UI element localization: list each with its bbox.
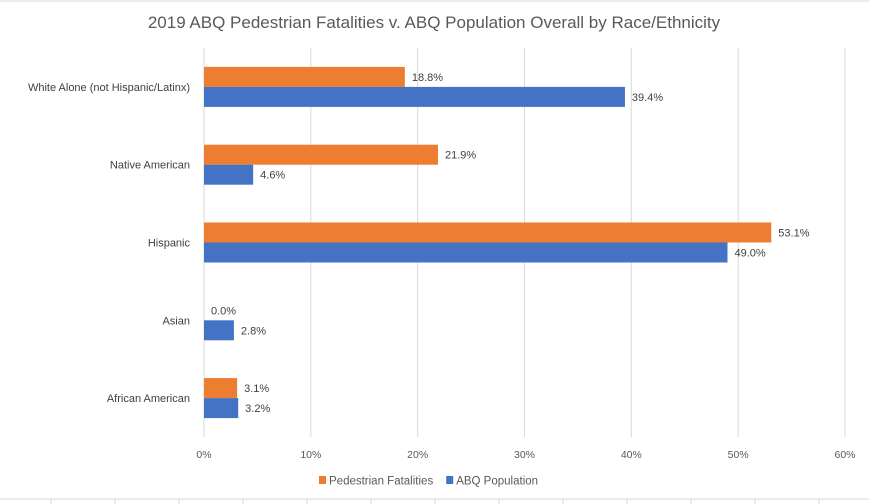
category-label: Hispanic [148,238,191,250]
data-label: 4.6% [260,170,285,182]
x-tick-label: 0% [196,449,211,461]
x-tick-label: 20% [407,449,428,461]
bar-population [204,242,728,263]
x-tick-label: 50% [728,449,749,461]
x-tick-label: 40% [621,449,642,461]
bar-fatalities [204,222,772,243]
data-label: 2.8% [241,325,266,337]
legend-swatch [446,476,454,484]
legend-label: Pedestrian Fatalities [329,476,433,488]
x-tick-label: 10% [300,449,321,461]
bar-fatalities [204,378,238,399]
bar-population [204,320,234,341]
bar-population [204,86,625,107]
data-label: 49.0% [734,248,765,260]
x-tick-label: 60% [834,449,855,461]
x-tick-label: 30% [514,449,535,461]
category-label: Native American [110,160,190,172]
legend-swatch [319,476,326,484]
bar-population [204,164,254,185]
data-label: 39.4% [632,92,663,104]
category-label: White Alone (not Hispanic/Latinx) [28,82,190,94]
data-label: 18.8% [412,72,443,84]
data-label: 53.1% [778,228,809,240]
chart-title: 2019 ABQ Pedestrian Fatalities v. ABQ Po… [148,13,721,32]
data-label: 21.9% [445,150,476,162]
category-label: African American [107,393,190,405]
data-label: 3.2% [245,403,270,415]
bar-fatalities [204,66,405,87]
legend-label: ABQ Population [456,476,538,488]
data-label: 0.0% [211,305,236,317]
bar-population [204,398,239,419]
category-label: Asian [162,315,190,327]
data-label: 3.1% [244,383,269,395]
bar-fatalities [204,144,438,165]
